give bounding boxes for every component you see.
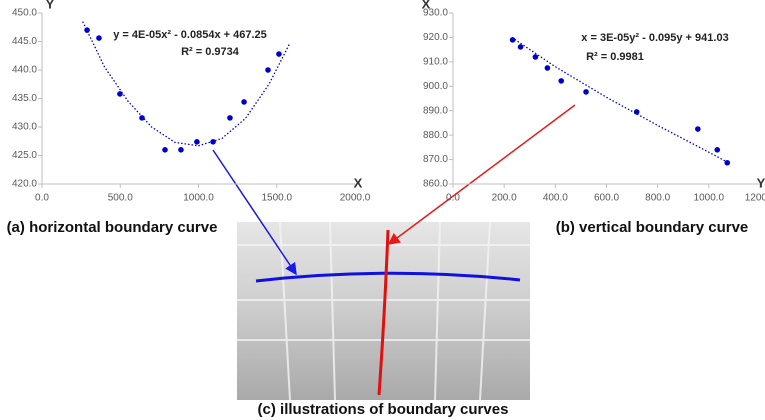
trendline	[511, 36, 730, 164]
point	[695, 126, 701, 132]
caption: (b) vertical boundary curve	[556, 219, 749, 236]
y-tick-label: 910.0	[423, 56, 448, 67]
point	[558, 78, 565, 84]
point	[544, 65, 551, 71]
point	[509, 37, 516, 43]
point	[162, 147, 168, 153]
y-tick-label: 870.0	[423, 154, 448, 165]
arrow	[212, 149, 297, 276]
point	[139, 115, 145, 121]
y-tick-label: 900.0	[423, 81, 448, 92]
point	[178, 147, 184, 153]
point	[84, 27, 90, 33]
point	[724, 159, 731, 166]
x-tick-label: 200.0	[492, 193, 517, 204]
point	[210, 139, 216, 145]
point	[194, 139, 200, 145]
y-tick-label: 435.0	[12, 93, 37, 104]
x-tick-label: 0.0	[446, 193, 460, 204]
point	[241, 99, 247, 105]
r-squared: R² = 0.9981	[586, 51, 644, 63]
point	[633, 109, 640, 115]
y-tick-label: 420.0	[12, 179, 37, 190]
x-tick-label: 1200.0	[745, 193, 765, 204]
x-tick-label: 1000.0	[183, 193, 214, 204]
caption: (a) horizontal boundary curve	[7, 219, 218, 236]
y-tick-label: 445.0	[12, 36, 37, 47]
x-tick-label: 800.0	[645, 193, 670, 204]
point	[532, 54, 539, 60]
point	[117, 91, 123, 97]
equation: x = 3E-05y² - 0.095y + 941.03	[581, 32, 728, 44]
y-tick-label: 880.0	[423, 130, 448, 141]
y-tick-label: 930.0	[423, 8, 448, 19]
photo	[237, 221, 530, 401]
point	[714, 147, 721, 153]
point	[265, 67, 271, 73]
point	[276, 51, 282, 57]
x-tick-label: 2000.0	[340, 193, 371, 204]
point	[517, 44, 524, 50]
y-axis-title: X	[422, 0, 431, 11]
y-tick-label: 450.0	[12, 8, 37, 19]
point	[96, 35, 102, 41]
x-tick-label: 0.0	[35, 193, 49, 204]
y-tick-label: 440.0	[12, 65, 37, 76]
r-squared: R² = 0.9734	[181, 46, 240, 58]
trendline	[82, 21, 290, 147]
y-tick-label: 890.0	[423, 105, 448, 116]
point	[227, 115, 233, 121]
y-axis-title: Y	[46, 0, 55, 11]
x-tick-label: 600.0	[594, 193, 619, 204]
y-tick-label: 920.0	[423, 32, 448, 43]
y-tick-label: 860.0	[423, 179, 448, 190]
x-tick-label: 1000.0	[694, 193, 725, 204]
equation: y = 4E-05x² - 0.0854x + 467.25	[113, 29, 267, 41]
figure-caption: (c) illustrations of boundary curves	[258, 401, 509, 418]
y-tick-label: 425.0	[12, 150, 37, 161]
x-axis-title: X	[354, 175, 363, 190]
x-tick-label: 500.0	[108, 193, 133, 204]
x-tick-label: 400.0	[543, 193, 568, 204]
x-axis-title: Y	[757, 175, 765, 190]
x-tick-label: 1500.0	[261, 193, 292, 204]
y-tick-label: 430.0	[12, 122, 37, 133]
point	[583, 89, 589, 95]
arrow	[387, 104, 576, 245]
